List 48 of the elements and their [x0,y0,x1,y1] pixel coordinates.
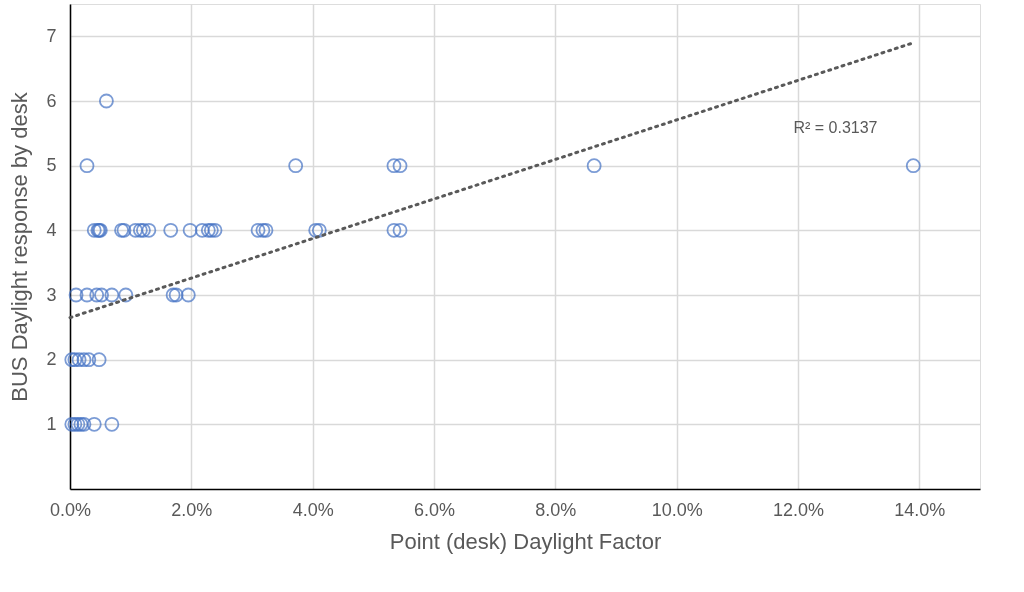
point [194,222,210,238]
point [250,222,266,238]
point [207,222,223,238]
x-tick-label: 14.0% [894,499,946,520]
point [386,158,402,174]
x-tick-label: 2.0% [171,499,213,520]
annotation: R² = 0.3137 [793,118,878,136]
point [86,222,102,238]
point [180,287,196,303]
x-tick-label: 6.0% [413,499,456,520]
y-axis-title: BUS Daylight response by desk [7,91,33,402]
point [163,222,179,238]
point [98,93,114,109]
point [89,287,105,303]
y-tick-label: 2 [46,349,57,370]
y-tick-label: 1 [46,413,57,434]
point [392,222,408,238]
point [905,158,921,174]
point [91,352,107,368]
x-tick-label: 10.0% [651,499,703,520]
y-tick-label: 7 [46,25,57,46]
point [104,287,120,303]
x-tick-label: 0.0% [49,499,92,520]
point [68,287,84,303]
x-axis-title: Point (desk) Daylight Factor [389,528,662,554]
point [118,287,134,303]
point [94,287,109,303]
x-tick-label: 4.0% [292,499,334,520]
point [104,416,120,432]
point [86,416,102,432]
y-tick-label: 6 [46,90,57,111]
y-tick-label: 5 [46,155,57,176]
point [586,158,602,174]
point [182,222,198,238]
point [76,352,92,368]
point [141,222,157,238]
point [392,158,408,174]
point [81,352,97,368]
y-tick-label: 3 [46,284,57,305]
point [79,158,95,174]
x-tick-label: 8.0% [535,499,577,520]
point [288,158,304,174]
point [128,222,143,238]
point [79,287,95,303]
x-tick-label: 12.0% [772,499,825,520]
point [71,352,87,368]
point [386,222,402,238]
y-tick-label: 4 [46,219,57,240]
